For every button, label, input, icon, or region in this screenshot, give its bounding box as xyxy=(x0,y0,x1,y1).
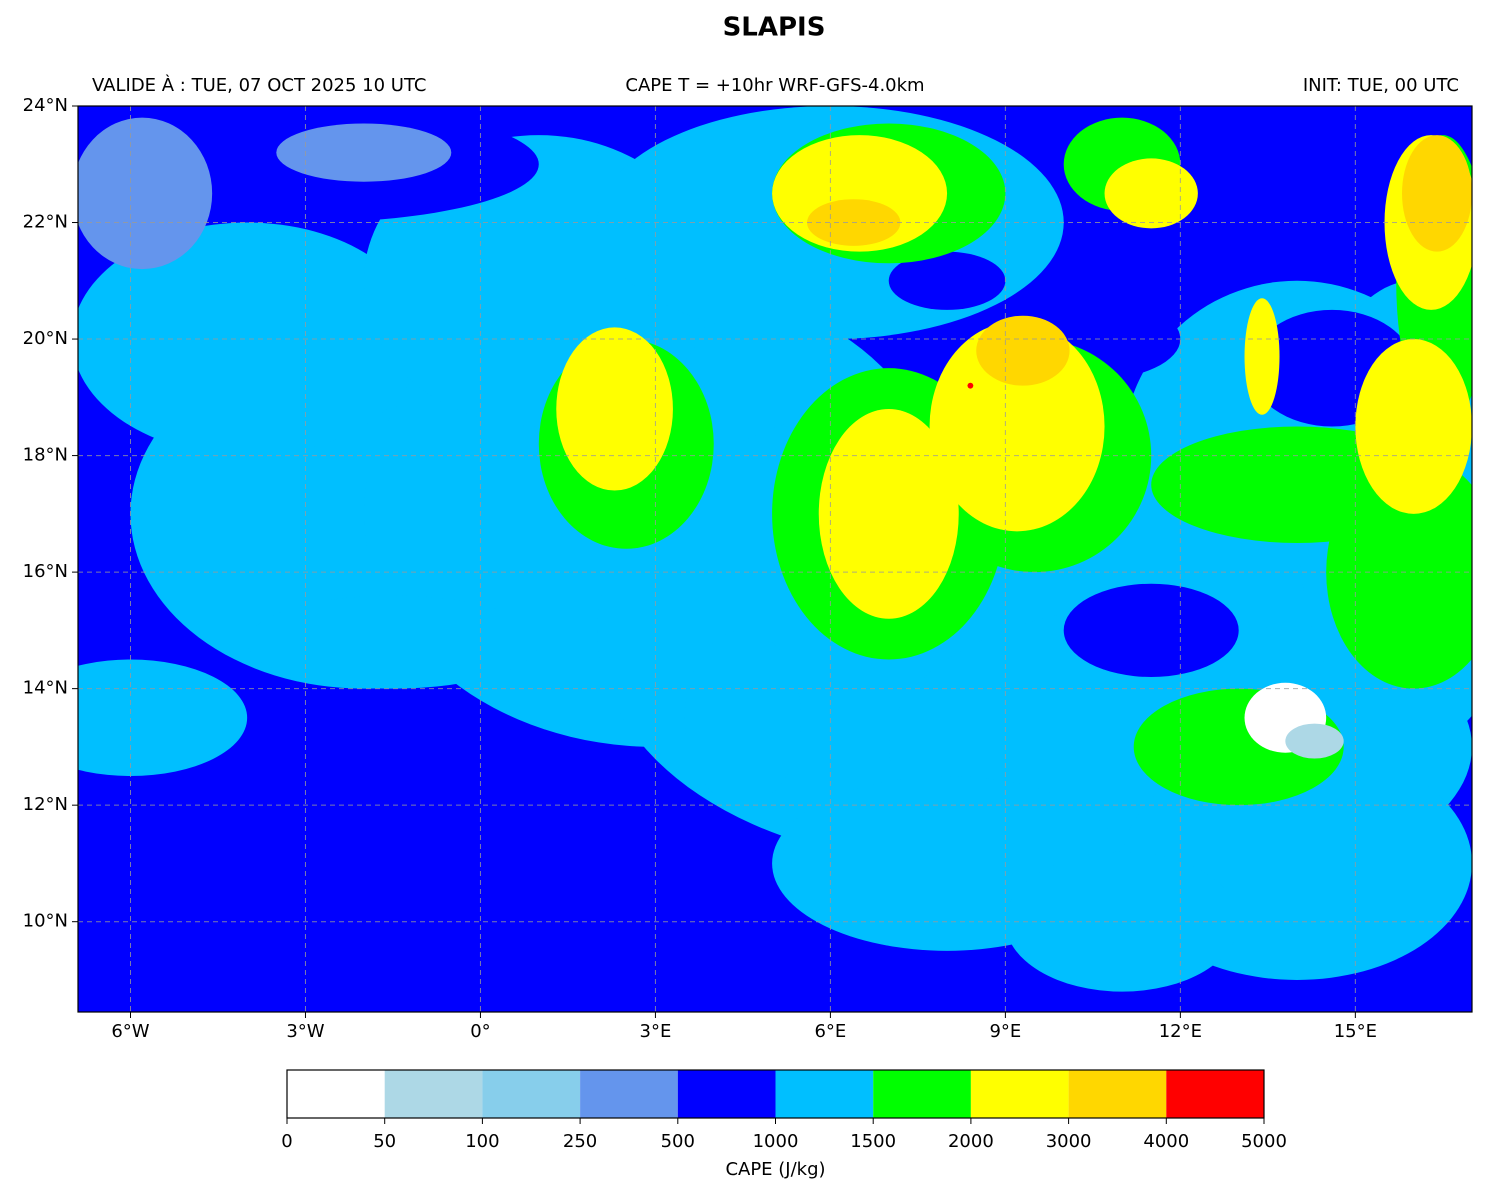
lat-tick-label: 12°N xyxy=(23,794,68,815)
colorbar-tick-label: 1000 xyxy=(753,1131,799,1152)
colorbar-segment xyxy=(384,1070,483,1118)
cape-region xyxy=(247,595,539,689)
colorbar-segment xyxy=(775,1070,874,1118)
colorbar-tick-label: 250 xyxy=(563,1131,597,1152)
lon-tick-label: 12°E xyxy=(1159,1021,1202,1042)
lon-tick-label: 3°E xyxy=(640,1021,672,1042)
cape-region xyxy=(1104,158,1198,229)
colorbar-tick-label: 500 xyxy=(661,1131,695,1152)
init-time: INIT: TUE, 00 UTC xyxy=(1303,75,1459,96)
cape-region xyxy=(818,408,959,619)
colorbar-tick-label: 3000 xyxy=(1046,1131,1092,1152)
lon-tick-label: 0° xyxy=(470,1021,490,1042)
cape-region xyxy=(556,327,673,491)
cape-region xyxy=(967,382,974,389)
lat-tick-label: 18°N xyxy=(23,445,68,466)
lat-tick-label: 16°N xyxy=(23,561,68,582)
colorbar-tick-label: 100 xyxy=(465,1131,499,1152)
colorbar-segment xyxy=(873,1070,971,1118)
cape-region xyxy=(1244,298,1280,415)
colorbar-segment xyxy=(677,1070,776,1118)
lon-tick-label: 9°E xyxy=(989,1021,1021,1042)
colorbar-segment xyxy=(287,1070,385,1118)
colorbar-segment xyxy=(1068,1070,1167,1118)
lon-tick-label: 15°E xyxy=(1334,1021,1377,1042)
colorbar-segment xyxy=(580,1070,678,1118)
lon-tick-label: 3°W xyxy=(286,1021,324,1042)
cape-field xyxy=(78,106,1472,1012)
colorbar-segment xyxy=(1166,1070,1264,1118)
colorbar-tick-label: 2000 xyxy=(948,1131,994,1152)
cape-region xyxy=(1285,723,1344,759)
map-overlay: 6°W 3°W 0° 3°E 6°E 9°E 12°E 15°E 10°N 12°N 14°N 16°… xyxy=(23,95,1472,1042)
colorbar-tick-label: 4000 xyxy=(1143,1131,1189,1152)
cape-region xyxy=(1063,583,1239,677)
lat-tick-label: 14°N xyxy=(23,678,68,699)
cape-region xyxy=(684,630,802,806)
lon-tick-label: 6°E xyxy=(814,1021,846,1042)
colorbar-segment xyxy=(482,1070,581,1118)
colorbar-tick-label: 50 xyxy=(373,1131,396,1152)
cape-region xyxy=(276,123,452,182)
cape-region xyxy=(888,251,1006,310)
lat-tick-label: 20°N xyxy=(23,328,68,349)
forecast-info: CAPE T = +10hr WRF-GFS-4.0km xyxy=(625,75,924,96)
cape-region xyxy=(78,117,213,270)
colorbar-tick-label: 0 xyxy=(281,1131,292,1152)
cape-region xyxy=(929,321,1105,532)
cape-region xyxy=(1355,339,1472,514)
colorbar-tick-label: 5000 xyxy=(1241,1131,1287,1152)
cape-region xyxy=(976,315,1070,386)
lat-tick-label: 10°N xyxy=(23,911,68,932)
colorbar-segment xyxy=(970,1070,1069,1118)
map-frame xyxy=(77,105,1473,1013)
colorbar-tick-label: 1500 xyxy=(850,1131,896,1152)
cape-region xyxy=(1402,135,1472,252)
title: SLAPIS xyxy=(723,13,826,43)
lon-tick-label: 6°W xyxy=(111,1021,149,1042)
lat-tick-label: 22°N xyxy=(23,212,68,233)
colorbar-label: CAPE (J/kg) xyxy=(725,1159,825,1180)
colorbar: 0 50 100 250 500 1000 1500 2000 3000 4000 5000 CAPE… xyxy=(281,1069,1287,1180)
lat-tick-label: 24°N xyxy=(23,95,68,116)
valid-time: VALIDE À : TUE, 07 OCT 2025 10 UTC xyxy=(92,74,427,96)
